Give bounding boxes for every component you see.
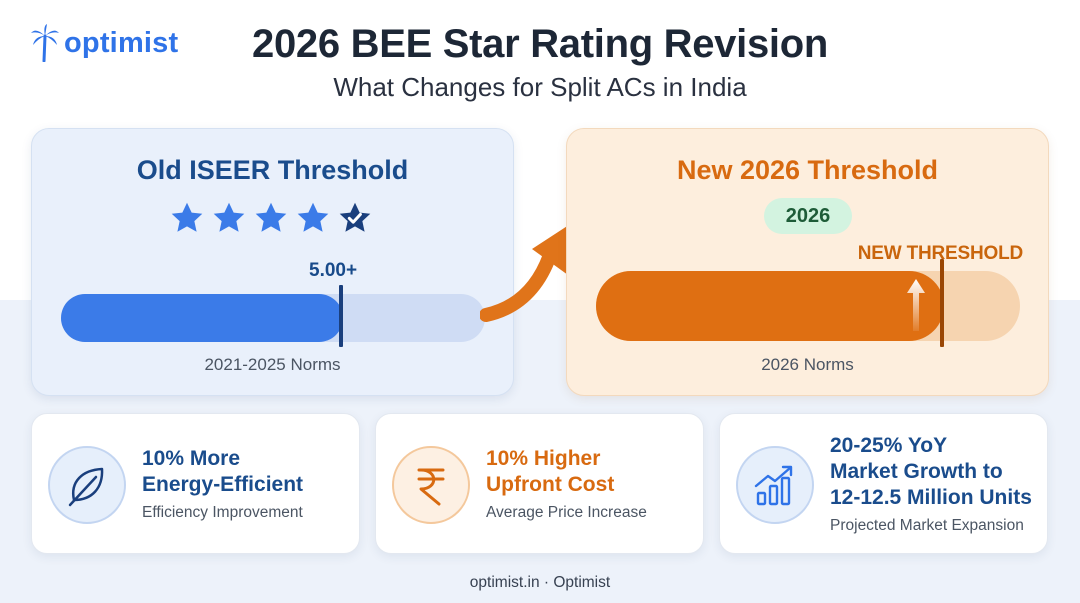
star-check-icon [339,202,371,232]
stat-heading: 10% More Energy-Efficient [142,447,304,496]
rupee-icon [417,468,445,506]
new-threshold-label: NEW THRESHOLD [857,243,1023,264]
page-subtitle: What Changes for Split ACs in India [333,72,747,102]
leaf-icon-circle [48,446,126,524]
old-threshold-value: 5.00+ [309,260,358,281]
brand-logo: optimist [30,24,178,62]
star-icon [297,202,329,232]
page-title: 2026 BEE Star Rating Revision [252,22,828,66]
stat-card-growth: 20-25% YoY Market Growth to 12-12.5 Mill… [719,413,1048,554]
old-threshold-bar [61,294,485,342]
footer-credit: optimist.in · Optimist [469,574,611,591]
old-threshold-card: Old ISEER Threshold 5.00+ 2021-2025 Norm… [31,128,514,396]
new-threshold-marker [940,259,944,347]
palm-tree-icon [31,24,59,62]
stat-card-efficiency: 10% More Energy-Efficient Efficiency Imp… [31,413,360,554]
stat-caption: Projected Market Expansion [830,517,1024,534]
old-threshold-bar-fill [61,294,343,342]
new-norms-label: 2026 Norms [761,355,854,374]
old-threshold-marker [339,285,343,347]
star-icon [255,202,287,232]
new-threshold-bar-fill [596,271,944,341]
growth-chart-icon [754,465,793,506]
new-threshold-bar [596,271,1020,341]
stat-heading: 20-25% YoY Market Growth to 12-12.5 Mill… [830,434,1032,509]
star-icon [213,202,245,232]
stat-heading: 10% Higher Upfront Cost [486,447,615,496]
star-icon [171,202,203,232]
stat-card-cost: 10% Higher Upfront Cost Average Price In… [375,413,704,554]
star-rating [169,200,373,236]
old-norms-label: 2021-2025 Norms [204,355,341,374]
rupee-icon-circle [392,446,470,524]
growth-chart-icon-circle [736,446,814,524]
year-badge: 2026 [764,198,852,234]
brand-name: optimist [64,26,179,59]
stat-caption: Average Price Increase [486,504,647,521]
stat-caption: Efficiency Improvement [142,504,303,521]
new-threshold-card: New 2026 Threshold 2026 NEW THRESHOLD 20… [566,128,1049,396]
new-card-title: New 2026 Threshold [676,155,939,185]
up-arrow-icon [907,279,925,331]
leaf-icon [68,467,104,507]
old-card-title: Old ISEER Threshold [136,155,409,185]
